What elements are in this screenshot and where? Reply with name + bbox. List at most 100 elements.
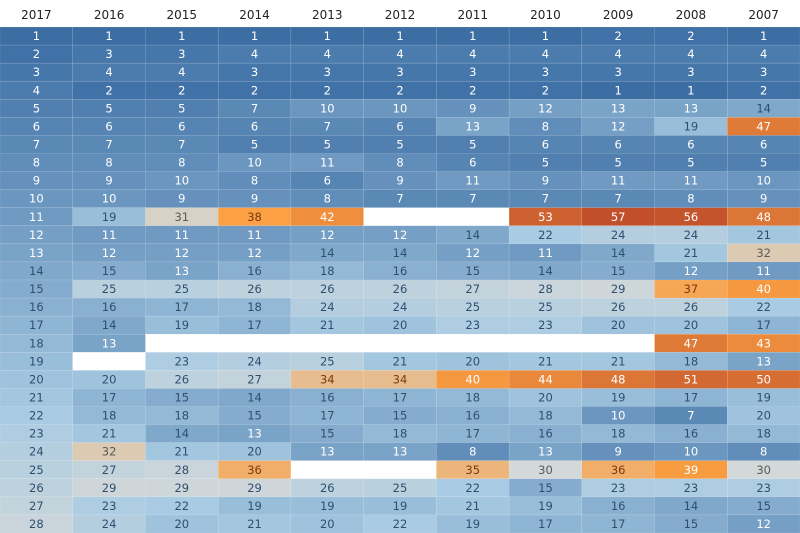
cell-value-label: 11	[611, 174, 626, 188]
cell-value-label: 10	[102, 192, 117, 206]
cell-value-label: 22	[393, 517, 408, 531]
cell-value-label: 6	[542, 137, 549, 151]
cell-value-label: 16	[320, 390, 335, 404]
cell-value-label: 8	[33, 156, 40, 170]
cell-value-label: 11	[538, 246, 553, 260]
cell-value-label: 4	[396, 47, 403, 61]
cell-value-label: 22	[174, 499, 189, 513]
cell-value-label: 17	[393, 390, 408, 404]
cell-value-label: 19	[174, 318, 189, 332]
cell-value-label: 12	[102, 246, 117, 260]
cell-value-label: 27	[465, 282, 480, 296]
cell-value-label: 17	[538, 517, 553, 531]
cell-value-label: 1	[469, 29, 476, 43]
cell-value-label: 25	[174, 282, 189, 296]
cell-value-label: 11	[756, 264, 771, 278]
cell-value-label: 5	[687, 156, 694, 170]
cell-value-label: 5	[469, 137, 476, 151]
cell-value-label: 14	[465, 228, 480, 242]
cell-value-label: 12	[465, 246, 480, 260]
cell-value-label: 29	[247, 481, 262, 495]
cell-value-label: 11	[465, 174, 480, 188]
cell-value-label: 16	[247, 264, 262, 278]
cell-value-label: 19	[611, 390, 626, 404]
cell-value-label: 18	[538, 409, 553, 423]
cell-value-label: 6	[178, 119, 185, 133]
cell-value-label: 18	[174, 409, 189, 423]
cell-value-label: 8	[687, 192, 694, 206]
cell-value-label: 26	[393, 282, 408, 296]
cell-value-label: 19	[465, 517, 480, 531]
cell-value-label: 3	[542, 65, 549, 79]
cell-value-label: 4	[615, 47, 622, 61]
cell-value-label: 7	[324, 119, 331, 133]
cell-value-label: 1	[760, 29, 767, 43]
cell-value-label: 27	[29, 499, 44, 513]
cell-value-label: 15	[102, 264, 117, 278]
cell-value-label: 17	[102, 390, 117, 404]
cell-value-label: 47	[756, 119, 771, 133]
cell-value-label: 23	[684, 481, 699, 495]
cell-value-label: 44	[538, 372, 553, 386]
cell-value-label: 4	[324, 47, 331, 61]
cell-value-label: 26	[174, 372, 189, 386]
cell-value-label: 10	[393, 101, 408, 115]
cell-value-label: 16	[684, 427, 699, 441]
cell-value-label: 10	[320, 101, 335, 115]
cell-value-label: 22	[465, 481, 480, 495]
cell-value-label: 12	[538, 101, 553, 115]
column-header-2009: 2009	[603, 8, 634, 22]
cell-value-label: 16	[102, 300, 117, 314]
cell-value-label: 16	[29, 300, 44, 314]
cell-value-label: 3	[396, 65, 403, 79]
cell-value-label: 24	[102, 517, 117, 531]
cell-value-label: 4	[105, 65, 112, 79]
cell-value-label: 15	[465, 264, 480, 278]
cell-value-label: 15	[756, 499, 771, 513]
cell-value-label: 10	[174, 174, 189, 188]
cell-value-label: 3	[33, 65, 40, 79]
heatmap-cell	[363, 207, 437, 226]
cell-value-label: 16	[465, 409, 480, 423]
cell-value-label: 18	[393, 427, 408, 441]
cell-value-label: 8	[760, 445, 767, 459]
cell-value-label: 18	[247, 300, 262, 314]
cell-value-label: 40	[756, 282, 771, 296]
cell-value-label: 14	[611, 246, 626, 260]
cell-value-label: 36	[611, 463, 626, 477]
cell-value-label: 34	[393, 372, 408, 386]
cell-value-label: 17	[756, 318, 771, 332]
cell-value-label: 20	[247, 445, 262, 459]
cell-value-label: 13	[684, 101, 699, 115]
cell-value-label: 21	[102, 427, 117, 441]
cell-value-label: 11	[29, 210, 44, 224]
cell-value-label: 14	[320, 246, 335, 260]
cell-value-label: 21	[29, 390, 44, 404]
cell-value-label: 2	[178, 83, 185, 97]
cell-value-label: 14	[538, 264, 553, 278]
cell-value-label: 6	[469, 156, 476, 170]
cell-value-label: 40	[465, 372, 480, 386]
cell-value-label: 12	[320, 228, 335, 242]
heatmap-cell	[581, 334, 655, 353]
cell-value-label: 11	[320, 156, 335, 170]
cell-value-label: 2	[33, 47, 40, 61]
cell-value-label: 15	[247, 409, 262, 423]
cell-value-label: 21	[611, 354, 626, 368]
cell-value-label: 23	[465, 318, 480, 332]
cell-value-label: 4	[251, 47, 258, 61]
cell-value-label: 24	[247, 354, 262, 368]
cell-value-label: 26	[684, 300, 699, 314]
cell-value-label: 20	[320, 517, 335, 531]
cell-value-label: 23	[611, 481, 626, 495]
cell-value-label: 23	[756, 481, 771, 495]
cell-value-label: 28	[29, 517, 44, 531]
cell-value-label: 6	[251, 119, 258, 133]
cell-value-label: 48	[611, 372, 626, 386]
cell-value-label: 17	[611, 517, 626, 531]
cell-value-label: 20	[29, 372, 44, 386]
cell-value-label: 15	[684, 517, 699, 531]
cell-value-label: 17	[174, 300, 189, 314]
cell-value-label: 21	[174, 445, 189, 459]
cell-value-label: 17	[247, 318, 262, 332]
